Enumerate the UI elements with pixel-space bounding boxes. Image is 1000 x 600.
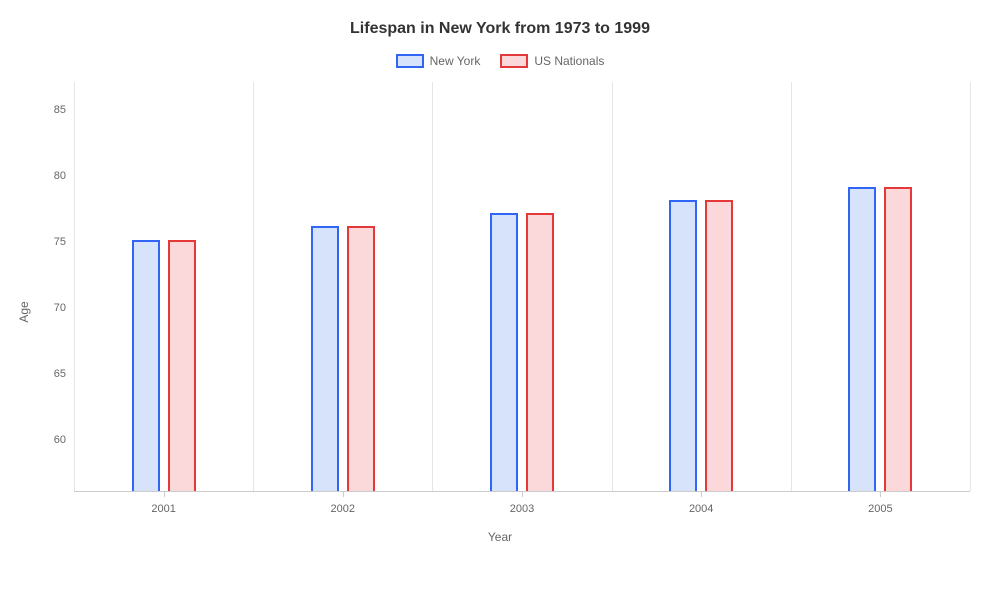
bar[interactable] xyxy=(669,200,697,491)
y-tick: 80 xyxy=(54,170,66,182)
grid-line xyxy=(74,82,75,491)
grid-line xyxy=(970,82,971,491)
y-axis-label: Age xyxy=(17,301,31,322)
bar-group xyxy=(848,187,912,491)
bar[interactable] xyxy=(347,226,375,491)
x-tick-label: 2003 xyxy=(432,491,611,515)
legend-swatch-icon xyxy=(500,54,528,68)
y-tick: 60 xyxy=(54,434,66,446)
x-axis-label: Year xyxy=(30,530,970,544)
legend-swatch-icon xyxy=(396,54,424,68)
bar[interactable] xyxy=(848,187,876,491)
grid-line xyxy=(253,82,254,491)
y-tick: 70 xyxy=(54,302,66,314)
grid-line xyxy=(612,82,613,491)
bar[interactable] xyxy=(132,240,160,491)
x-tick-label: 2001 xyxy=(74,491,253,515)
bar-group xyxy=(311,226,375,491)
y-tick: 75 xyxy=(54,236,66,248)
bar[interactable] xyxy=(884,187,912,491)
plot-area: 20012002200320042005 xyxy=(74,82,970,492)
bar[interactable] xyxy=(311,226,339,491)
bar[interactable] xyxy=(490,213,518,491)
bar-group xyxy=(490,213,554,491)
x-tick-label: 2005 xyxy=(791,491,970,515)
grid-line xyxy=(432,82,433,491)
bar-group xyxy=(669,200,733,491)
grid-line xyxy=(791,82,792,491)
y-tick: 85 xyxy=(54,104,66,116)
x-tick-label: 2004 xyxy=(612,491,791,515)
plot-wrap: Age 606570758085 20012002200320042005 Ye… xyxy=(30,82,970,542)
bar[interactable] xyxy=(168,240,196,491)
legend-item-us-nationals[interactable]: US Nationals xyxy=(500,54,604,68)
legend-item-new-york[interactable]: New York xyxy=(396,54,481,68)
bar[interactable] xyxy=(526,213,554,491)
legend-label: New York xyxy=(430,54,481,68)
y-tick: 65 xyxy=(54,368,66,380)
legend: New York US Nationals xyxy=(30,54,970,68)
y-axis: 60 65 70 75 80 85 xyxy=(30,82,74,492)
legend-label: US Nationals xyxy=(534,54,604,68)
chart-container: Lifespan in New York from 1973 to 1999 N… xyxy=(0,0,1000,600)
bar-group xyxy=(132,240,196,491)
bar[interactable] xyxy=(705,200,733,491)
x-tick-label: 2002 xyxy=(253,491,432,515)
chart-title: Lifespan in New York from 1973 to 1999 xyxy=(30,20,970,38)
